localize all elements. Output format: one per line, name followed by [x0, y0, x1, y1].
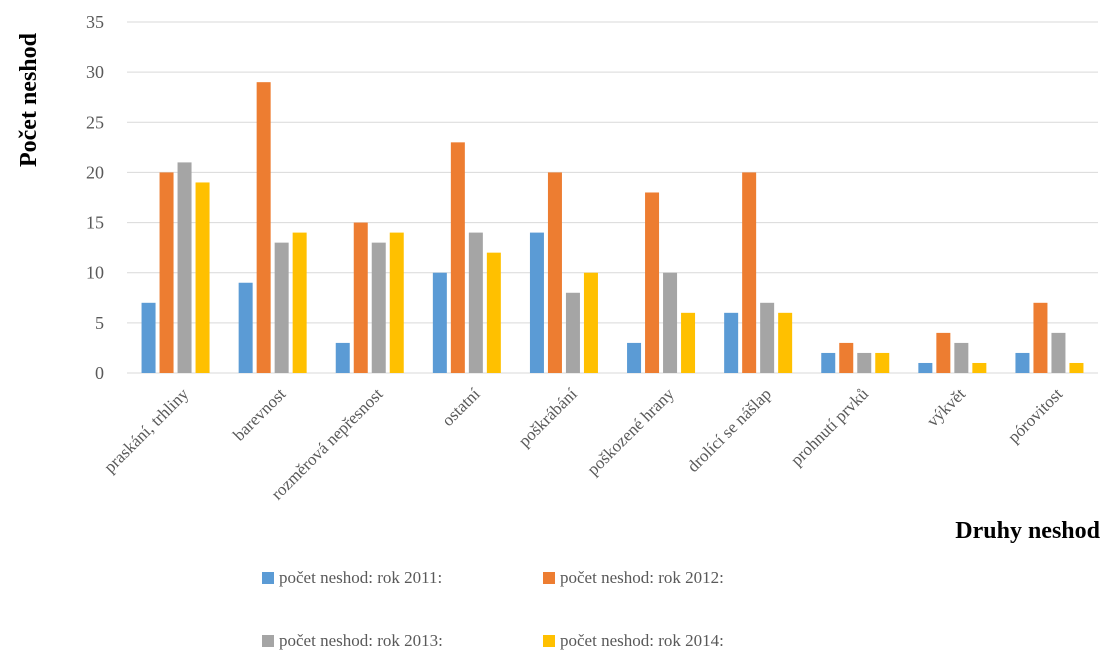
bar — [548, 172, 562, 373]
y-tick-label: 5 — [95, 313, 104, 333]
bar — [742, 172, 756, 373]
bar — [469, 233, 483, 373]
x-tick-label: prohnutí prvků — [787, 384, 873, 470]
bar — [918, 363, 932, 373]
bar — [724, 313, 738, 373]
bar — [239, 283, 253, 373]
y-tick-label: 25 — [86, 112, 104, 132]
x-tick-label: barevnost — [229, 384, 289, 444]
bar — [857, 353, 871, 373]
bar — [760, 303, 774, 373]
x-tick-label: poškrábání — [515, 384, 581, 450]
bar — [487, 253, 501, 373]
bar — [875, 353, 889, 373]
legend-label: počet neshod: rok 2012: — [560, 568, 724, 587]
bar — [778, 313, 792, 373]
y-tick-label: 0 — [95, 363, 104, 383]
x-tick-label: ostatní — [438, 384, 484, 430]
bar — [1015, 353, 1029, 373]
y-tick-label: 10 — [86, 263, 104, 283]
x-tick-label: poškozené hrany — [583, 384, 678, 479]
legend-swatch — [543, 572, 555, 584]
legend-label: počet neshod: rok 2011: — [279, 568, 442, 587]
bar — [681, 313, 695, 373]
bar — [1033, 303, 1047, 373]
bar — [1069, 363, 1083, 373]
bar — [663, 273, 677, 373]
bar — [451, 142, 465, 373]
bar — [178, 162, 192, 373]
bar — [336, 343, 350, 373]
bar — [293, 233, 307, 373]
grid-layer — [127, 22, 1098, 373]
bar — [275, 243, 289, 373]
legend-item: počet neshod: rok 2014: — [543, 631, 724, 650]
bar — [372, 243, 386, 373]
bar — [196, 182, 210, 373]
bar — [584, 273, 598, 373]
x-axis-title: Druhy neshod — [955, 518, 1100, 544]
legend-item: počet neshod: rok 2012: — [543, 568, 724, 587]
bar — [627, 343, 641, 373]
x-tick-label: praskání, trhliny — [100, 384, 193, 477]
y-tick-label: 15 — [86, 213, 104, 233]
legend: počet neshod: rok 2011: počet neshod: rok… — [262, 568, 724, 650]
x-tick-label: výkvět — [923, 384, 969, 430]
bars-layer — [142, 82, 1084, 373]
bar — [1051, 333, 1065, 373]
legend-label: počet neshod: rok 2013: — [279, 631, 443, 650]
x-tick-label: drolící se nášlap — [683, 384, 775, 476]
bar — [160, 172, 174, 373]
legend-label: počet neshod: rok 2014: — [560, 631, 724, 650]
legend-swatch — [262, 635, 274, 647]
x-tick-label: pórovitost — [1004, 384, 1066, 446]
bar — [354, 223, 368, 373]
y-axis-ticks: 0 5 10 15 20 25 30 35 — [86, 12, 104, 383]
y-tick-label: 35 — [86, 12, 104, 32]
legend-swatch — [262, 572, 274, 584]
legend-item: počet neshod: rok 2011: — [262, 568, 442, 587]
bar — [257, 82, 271, 373]
bar — [839, 343, 853, 373]
bar — [954, 343, 968, 373]
bar — [821, 353, 835, 373]
y-tick-label: 30 — [86, 62, 104, 82]
bar — [936, 333, 950, 373]
bar — [530, 233, 544, 373]
bar — [645, 192, 659, 373]
bar — [566, 293, 580, 373]
y-tick-label: 20 — [86, 162, 104, 182]
x-tick-label: rozměrová nepřesnost — [267, 384, 386, 503]
bar — [142, 303, 156, 373]
bar — [433, 273, 447, 373]
legend-item: počet neshod: rok 2013: — [262, 631, 443, 650]
y-axis-title: Počet neshod — [16, 32, 42, 167]
legend-swatch — [543, 635, 555, 647]
bar — [972, 363, 986, 373]
bar — [390, 233, 404, 373]
